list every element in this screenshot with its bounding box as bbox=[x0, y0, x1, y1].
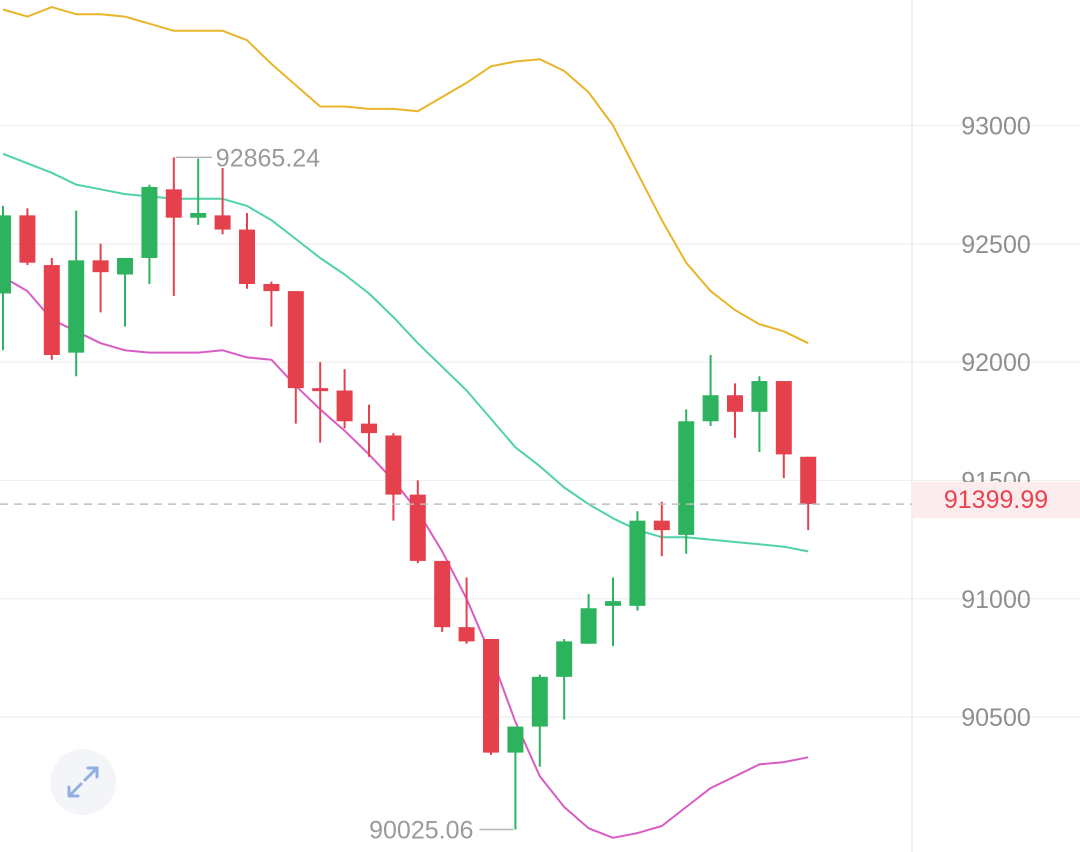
candle-body bbox=[19, 215, 36, 263]
candle bbox=[336, 369, 353, 429]
lower-band-line bbox=[2, 276, 809, 839]
candle bbox=[727, 383, 743, 438]
candle-body bbox=[531, 676, 548, 727]
expand-button[interactable] bbox=[50, 749, 116, 815]
candle-body bbox=[507, 726, 524, 753]
candle bbox=[141, 184, 158, 284]
candle-body bbox=[239, 229, 255, 284]
candle-body bbox=[165, 189, 182, 218]
y-tick-label: 93000 bbox=[961, 112, 1031, 140]
expand-arrows-icon bbox=[67, 766, 99, 798]
candle-body bbox=[775, 381, 792, 455]
candle-body bbox=[263, 284, 280, 292]
candle-body bbox=[751, 381, 768, 412]
candle-body bbox=[361, 423, 377, 434]
candle bbox=[361, 404, 377, 457]
candle bbox=[434, 560, 451, 632]
low-marker-label: 90025.06 bbox=[369, 817, 473, 845]
candle-body bbox=[336, 390, 353, 422]
candle-body bbox=[43, 265, 60, 355]
upper-band-line bbox=[2, 6, 809, 345]
y-tick-label: 92000 bbox=[961, 349, 1031, 377]
candle bbox=[580, 594, 597, 644]
candle-body bbox=[0, 215, 11, 294]
candle-body bbox=[409, 494, 426, 561]
candle-body bbox=[580, 608, 597, 644]
candle bbox=[629, 511, 646, 611]
middle-band-line bbox=[2, 152, 809, 553]
candle bbox=[702, 355, 719, 426]
candle-body bbox=[653, 520, 670, 531]
candle bbox=[312, 362, 329, 443]
y-tick-label: 91000 bbox=[961, 586, 1031, 614]
candle bbox=[117, 257, 133, 327]
candle bbox=[507, 726, 524, 830]
candle bbox=[751, 376, 768, 453]
candle-body bbox=[629, 520, 646, 606]
candle-body bbox=[458, 627, 475, 642]
high-marker-label: 92865.24 bbox=[216, 144, 320, 172]
candle bbox=[214, 168, 231, 235]
candle bbox=[458, 577, 475, 644]
candle-body bbox=[214, 215, 231, 230]
candle bbox=[92, 243, 109, 313]
candle-body bbox=[312, 388, 329, 392]
candle bbox=[775, 381, 792, 479]
candle bbox=[287, 291, 304, 424]
candle-body bbox=[141, 186, 158, 258]
candle bbox=[531, 674, 548, 767]
candle bbox=[556, 639, 573, 720]
candle-body bbox=[800, 456, 817, 505]
y-axis-ticks: 930009250092000915009100090500 bbox=[961, 112, 1031, 732]
candle bbox=[605, 577, 621, 647]
candle-body bbox=[678, 421, 695, 535]
candle bbox=[653, 501, 670, 557]
candle bbox=[483, 639, 499, 755]
candle-body bbox=[68, 260, 85, 353]
candle-body bbox=[556, 641, 573, 677]
extreme-markers: 92865.24 90025.06 bbox=[175, 144, 514, 845]
candle bbox=[385, 433, 402, 521]
candle bbox=[68, 210, 85, 377]
y-tick-label: 90500 bbox=[961, 704, 1031, 732]
candle-body bbox=[605, 601, 621, 606]
y-tick-label: 92500 bbox=[961, 231, 1031, 259]
candle-body bbox=[702, 395, 719, 422]
current-price-tag: 91399.99 bbox=[912, 482, 1080, 518]
candle-body bbox=[483, 639, 499, 753]
candle bbox=[0, 205, 11, 351]
candles bbox=[0, 157, 817, 830]
candle-body bbox=[92, 260, 109, 273]
candle-body bbox=[385, 435, 402, 495]
candle-body bbox=[727, 395, 743, 412]
candle-body bbox=[287, 291, 304, 389]
candle bbox=[409, 480, 426, 564]
candle bbox=[165, 157, 182, 296]
bollinger-bands bbox=[2, 6, 809, 839]
candle-body bbox=[117, 257, 133, 275]
candle-body bbox=[434, 560, 451, 628]
candle bbox=[239, 213, 255, 289]
grid-lines bbox=[0, 124, 1080, 718]
candle bbox=[19, 208, 36, 266]
candle bbox=[190, 158, 207, 225]
candle bbox=[800, 456, 817, 531]
candle bbox=[263, 281, 280, 327]
candle-body bbox=[190, 213, 207, 218]
candle bbox=[43, 257, 60, 360]
candle bbox=[678, 409, 695, 554]
